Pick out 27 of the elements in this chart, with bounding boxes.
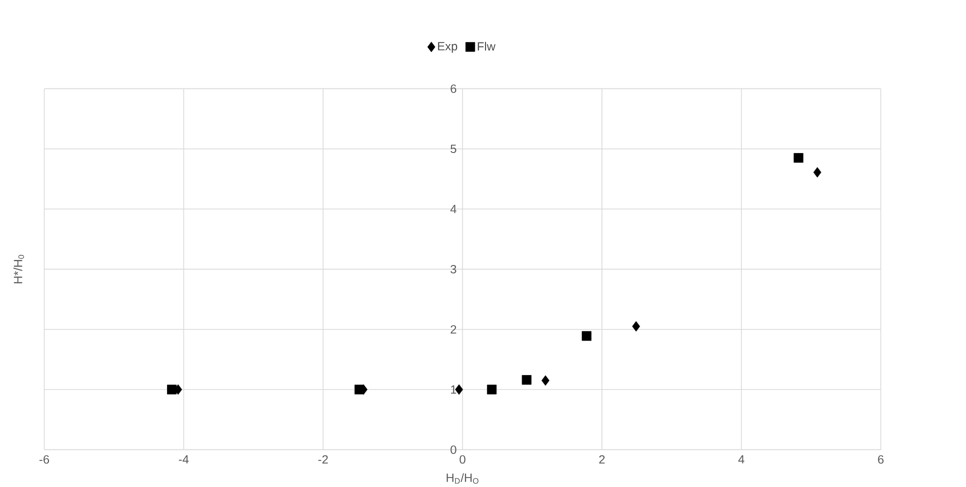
y-axis-title: H*/H$_{0}$ bbox=[13, 254, 24, 284]
point bbox=[487, 384, 497, 394]
y-tick-label: 1 bbox=[451, 385, 456, 394]
point bbox=[167, 384, 177, 394]
point bbox=[632, 321, 640, 332]
point bbox=[794, 153, 804, 163]
y-tick-label: 6 bbox=[450, 84, 456, 93]
point bbox=[522, 375, 532, 385]
point bbox=[542, 375, 550, 386]
point bbox=[354, 384, 364, 394]
y-tick-label: 2 bbox=[450, 325, 456, 334]
legend-label: Exp bbox=[438, 42, 458, 53]
point bbox=[582, 331, 592, 341]
x-axis-title: H$_{D}$/H$_{O}$ bbox=[446, 473, 478, 484]
y-tick-label: 4 bbox=[450, 204, 456, 214]
x-tick-label: -2 bbox=[318, 455, 328, 464]
point bbox=[813, 167, 822, 178]
y-tick-label: 0 bbox=[450, 445, 456, 454]
y-tick-label: 5 bbox=[450, 144, 456, 153]
x-tick-label: 2 bbox=[599, 455, 605, 464]
legend-label: Flw bbox=[478, 42, 496, 50]
x-tick-label: 6 bbox=[878, 455, 884, 464]
x-tick-label: 0 bbox=[460, 455, 466, 464]
x-tick-label: -6 bbox=[39, 455, 50, 464]
y-tick-label: 3 bbox=[450, 264, 456, 274]
x-tick-label: 4 bbox=[738, 455, 744, 464]
x-tick-label: -4 bbox=[178, 455, 189, 464]
